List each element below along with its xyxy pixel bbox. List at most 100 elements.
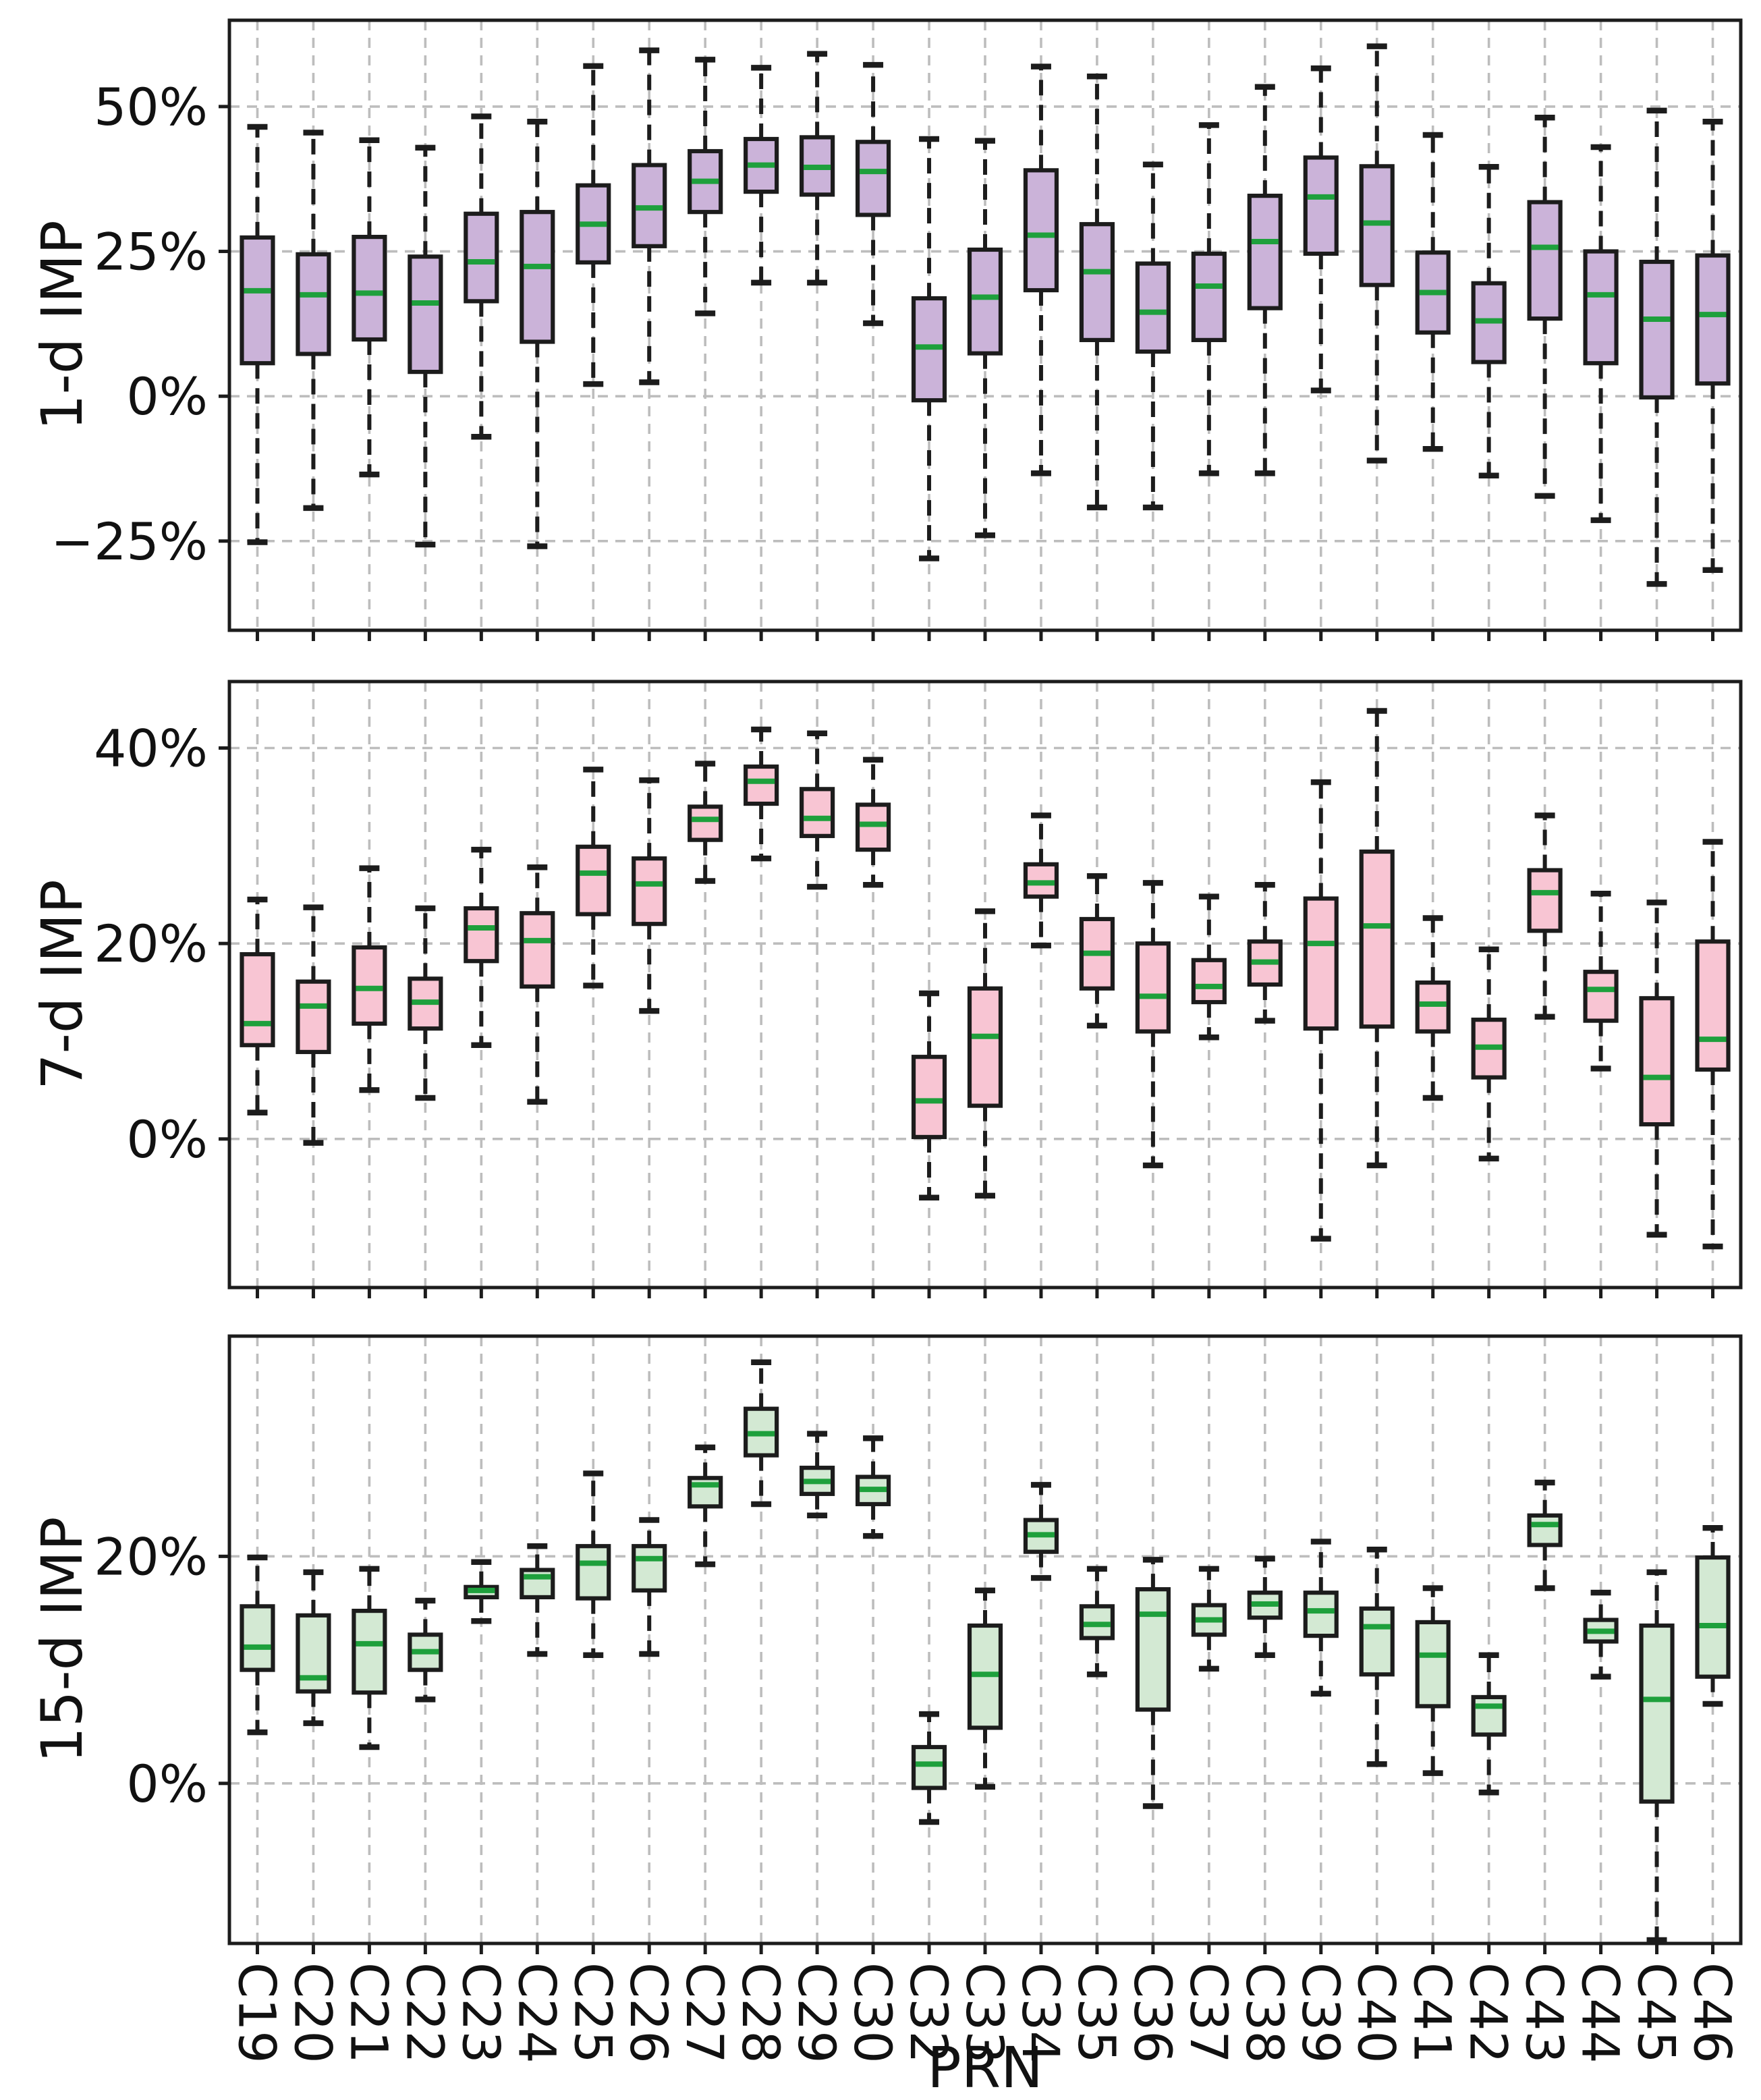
iqr-box (632, 1544, 667, 1593)
box-C41 (1415, 915, 1451, 1101)
box-C22 (408, 905, 443, 1101)
iqr-box (1415, 980, 1451, 1034)
iqr-box (1639, 259, 1675, 399)
iqr-box (855, 802, 891, 852)
x-tick-label: C27 (675, 1962, 735, 2064)
y-tick-label: 50% (94, 77, 208, 137)
iqr-box (240, 235, 275, 366)
box-C29 (800, 51, 835, 286)
box-C32 (911, 1711, 947, 1825)
box-C43 (1527, 114, 1563, 499)
box-C45 (1639, 107, 1675, 587)
box-C19 (240, 896, 275, 1115)
box-C22 (408, 144, 443, 548)
box-C30 (855, 61, 891, 327)
box-C43 (1527, 812, 1563, 1020)
box-C44 (1583, 1589, 1619, 1680)
box-C21 (352, 865, 387, 1093)
x-tick-label: C37 (1179, 1962, 1239, 2064)
box-C27 (688, 1444, 723, 1568)
x-tick-label: C26 (619, 1962, 679, 2064)
iqr-box (1079, 222, 1115, 342)
box-C24 (520, 118, 555, 549)
iqr-box (520, 911, 555, 989)
box-C29 (800, 1431, 835, 1519)
panel-7-d-imp: 40% 20% 0% (94, 680, 1743, 1298)
box-C20 (296, 1569, 331, 1726)
box-C34 (1023, 63, 1059, 476)
box-C25 (576, 1470, 611, 1658)
box-C41 (1415, 132, 1451, 452)
iqr-box (352, 945, 387, 1026)
box-C43 (1527, 1479, 1563, 1591)
box-C35 (1079, 873, 1115, 1029)
box-C22 (408, 1597, 443, 1703)
iqr-box (1135, 1587, 1171, 1712)
box-C19 (240, 123, 275, 545)
box-C28 (744, 726, 779, 862)
panel-15-d-imp: 20% 0% (94, 1334, 1743, 1954)
x-tick-label: C36 (1123, 1962, 1183, 2064)
x-tick-label: C33 (955, 1962, 1015, 2064)
box-C26 (632, 777, 667, 1014)
box-C27 (688, 761, 723, 884)
box-C37 (1191, 122, 1227, 476)
y-axis-label-15d: 15-d IMP (29, 1516, 95, 1763)
x-tick-label: C21 (339, 1962, 399, 2064)
x-tick-label: C32 (899, 1962, 959, 2064)
x-tick-label: C43 (1515, 1962, 1575, 2064)
iqr-box (1191, 958, 1227, 1005)
iqr-box (1303, 155, 1339, 256)
box-C26 (632, 47, 667, 385)
box-C34 (1023, 1482, 1059, 1581)
iqr-box (296, 252, 331, 356)
iqr-box (911, 1055, 947, 1140)
x-tick-label: C42 (1459, 1962, 1519, 2064)
box-C42 (1471, 946, 1507, 1162)
y-tick-label: 0% (126, 1109, 208, 1169)
box-C44 (1583, 891, 1619, 1072)
iqr-box (240, 1604, 275, 1672)
box-C19 (240, 1554, 275, 1736)
iqr-box (1135, 261, 1171, 354)
box-C20 (296, 130, 331, 512)
iqr-box (1695, 253, 1731, 386)
box-C25 (576, 63, 611, 387)
iqr-box (1527, 868, 1563, 933)
iqr-box (1359, 849, 1395, 1029)
x-axis-label: PRN (927, 2035, 1043, 2100)
iqr-box (352, 1609, 387, 1695)
iqr-box (1135, 941, 1171, 1034)
iqr-box (632, 856, 667, 927)
x-tick-label: C22 (395, 1962, 455, 2064)
x-tick-label: C19 (227, 1962, 287, 2064)
box-C44 (1583, 144, 1619, 524)
box-C21 (352, 137, 387, 478)
y-axis-label-1d: 1-d IMP (29, 220, 95, 431)
y-tick-label: 20% (94, 914, 208, 974)
box-C34 (1023, 812, 1059, 949)
box-C33 (967, 908, 1003, 1199)
iqr-box (1583, 249, 1619, 366)
iqr-box (576, 1544, 611, 1601)
iqr-box (688, 804, 723, 842)
box-C38 (1247, 84, 1283, 476)
iqr-box (464, 211, 499, 304)
box-C38 (1247, 1555, 1283, 1658)
iqr-box (1527, 1513, 1563, 1547)
box-C46 (1695, 1525, 1731, 1707)
x-tick-label: C24 (507, 1962, 567, 2064)
box-C40 (1359, 1547, 1395, 1767)
box-C29 (800, 730, 835, 890)
iqr-box (1191, 251, 1227, 342)
box-C36 (1135, 1557, 1171, 1809)
x-tick-label: C45 (1627, 1962, 1687, 2064)
iqr-box (1639, 996, 1675, 1127)
y-tick-label: 25% (94, 222, 208, 282)
iqr-box (1583, 970, 1619, 1023)
iqr-box (1303, 1591, 1339, 1638)
box-C30 (855, 756, 891, 888)
x-tick-label: C38 (1235, 1962, 1295, 2064)
